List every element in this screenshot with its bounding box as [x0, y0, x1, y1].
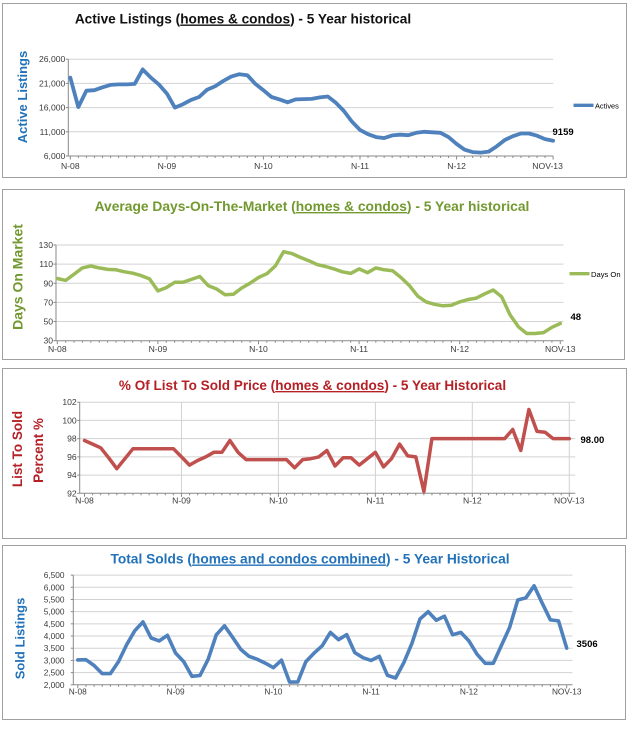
svg-text:N-11: N-11	[362, 687, 380, 697]
svg-text:92: 92	[67, 488, 77, 498]
svg-text:9159: 9159	[553, 127, 574, 138]
svg-text:Average Days-On-The-Market (ho: Average Days-On-The-Market (homes & cond…	[95, 199, 530, 214]
svg-text:N-10: N-10	[254, 161, 273, 171]
svg-text:N-10: N-10	[264, 687, 282, 697]
svg-text:N-11: N-11	[350, 344, 368, 354]
svg-text:3,000: 3,000	[44, 655, 65, 665]
svg-text:50: 50	[43, 317, 53, 327]
svg-text:Percent %: Percent %	[31, 418, 46, 483]
svg-text:N-08: N-08	[75, 496, 94, 506]
svg-text:94: 94	[67, 470, 77, 480]
svg-text:5,000: 5,000	[44, 607, 65, 617]
svg-text:6,000: 6,000	[44, 582, 65, 592]
svg-text:100: 100	[62, 415, 77, 425]
svg-text:NOV-13: NOV-13	[554, 496, 585, 506]
svg-text:N-08: N-08	[61, 161, 80, 171]
svg-text:26,000: 26,000	[39, 54, 66, 64]
svg-text:3,500: 3,500	[44, 643, 65, 653]
svg-text:98: 98	[67, 434, 77, 444]
svg-text:N-09: N-09	[149, 344, 168, 354]
svg-text:48: 48	[571, 312, 582, 323]
svg-text:21,000: 21,000	[39, 78, 66, 88]
svg-text:2,500: 2,500	[44, 668, 65, 678]
svg-text:N-09: N-09	[172, 496, 191, 506]
svg-text:Days On Market: Days On Market	[10, 224, 26, 330]
svg-text:List To Sold: List To Sold	[10, 411, 25, 487]
svg-text:130: 130	[39, 240, 54, 250]
svg-text:90: 90	[43, 278, 53, 288]
svg-text:N-11: N-11	[351, 161, 369, 171]
svg-text:2,000: 2,000	[44, 680, 65, 690]
svg-text:102: 102	[62, 397, 77, 407]
svg-text:N-09: N-09	[167, 687, 185, 697]
svg-text:NOV-13: NOV-13	[532, 161, 563, 171]
svg-text:% Of List To Sold Price (homes: % Of List To Sold Price (homes & condos)…	[119, 378, 506, 393]
svg-text:N-08: N-08	[48, 344, 67, 354]
svg-text:N-08: N-08	[69, 687, 87, 697]
svg-text:96: 96	[67, 452, 77, 462]
svg-text:6,000: 6,000	[44, 151, 66, 161]
svg-text:N-12: N-12	[447, 161, 466, 171]
svg-text:N-12: N-12	[460, 687, 478, 697]
svg-text:4,000: 4,000	[44, 631, 65, 641]
svg-text:4,500: 4,500	[44, 619, 65, 629]
svg-text:70: 70	[43, 297, 53, 307]
svg-text:Active Listings: Active Listings	[15, 51, 30, 143]
svg-text:N-09: N-09	[158, 161, 177, 171]
svg-text:Days On: Days On	[591, 270, 621, 279]
svg-text:NOV-13: NOV-13	[552, 687, 582, 697]
svg-text:N-11: N-11	[366, 496, 384, 506]
svg-text:3506: 3506	[577, 639, 598, 650]
svg-text:98.00: 98.00	[581, 435, 605, 446]
svg-text:NOV-13: NOV-13	[545, 344, 576, 354]
svg-text:110: 110	[39, 259, 53, 269]
svg-text:N-12: N-12	[463, 496, 482, 506]
svg-text:Actives: Actives	[595, 102, 619, 111]
svg-text:16,000: 16,000	[39, 103, 66, 113]
svg-text:5,500: 5,500	[44, 594, 65, 604]
svg-text:11,000: 11,000	[40, 127, 66, 137]
svg-text:30: 30	[43, 336, 53, 346]
svg-text:6,500: 6,500	[44, 570, 65, 580]
svg-text:Sold Listings: Sold Listings	[13, 598, 28, 680]
svg-text:N-10: N-10	[269, 496, 288, 506]
svg-text:N-10: N-10	[249, 344, 268, 354]
svg-text:N-12: N-12	[450, 344, 469, 354]
svg-text:Total Solds (homes and condos: Total Solds (homes and condos combined) …	[110, 552, 509, 567]
svg-text:Active Listings (homes & condo: Active Listings (homes & condos) - 5 Yea…	[75, 12, 411, 27]
